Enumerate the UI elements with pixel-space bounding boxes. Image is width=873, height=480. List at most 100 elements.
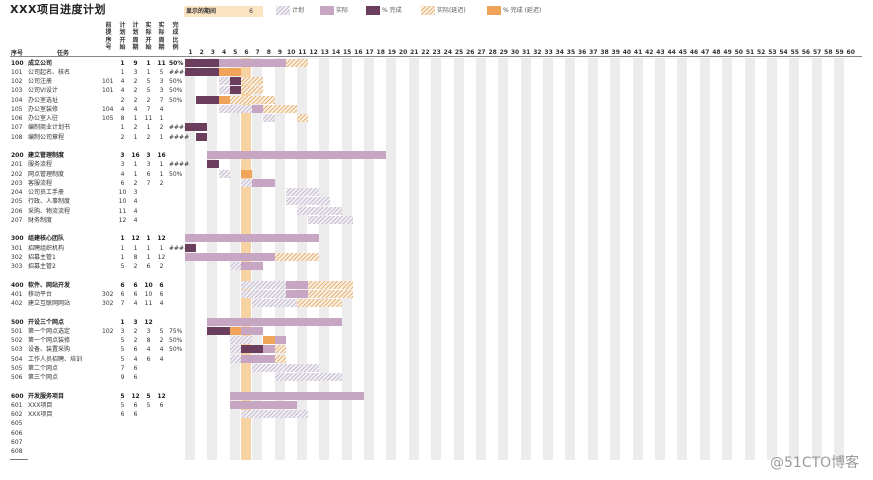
task-id: 107 [11,124,23,132]
task-row[interactable]: 401 移动平台 302 6 6 10 6 [0,290,873,299]
task-row[interactable]: 205 行政、人事制度 10 4 [0,197,873,206]
section-row[interactable]: 400 软件、网站开发 6 6 10 6 [0,281,873,290]
task-pd: 2 [133,87,138,95]
task-row[interactable] [0,225,873,234]
task-row[interactable]: 107 编制商业计划书 1 2 1 2 #### [0,123,873,132]
task-row[interactable]: 302 招募主管1 1 8 1 12 [0,253,873,262]
task-ad: 4 [159,346,164,354]
task-name: 软件、网站开发 [28,281,71,289]
task-row[interactable]: 501 第一个网点选定 102 3 2 3 5 75% [0,327,873,336]
day-column [386,58,397,460]
gantt-bar-actual [229,400,297,409]
section-row[interactable]: 200 建立管理制度 3 16 3 16 [0,151,873,160]
day-column [531,58,542,460]
task-row[interactable]: 602 XXX项目 6 6 [0,410,873,419]
task-row[interactable]: 605 [0,419,873,428]
day-column [431,58,442,460]
task-ps: 6 [120,411,125,418]
col-header-actual-duration: 实际周期 [158,22,165,52]
task-row[interactable]: 502 第一个网点装修 5 2 8 2 50% [0,336,873,345]
task-row[interactable]: 504 工作人员招聘、培训 5 4 6 4 [0,355,873,364]
task-pd: 6 [133,290,138,298]
task-row[interactable]: 206 采购、物流流程 11 4 [0,207,873,216]
task-row[interactable]: 607 [0,438,873,447]
task-row[interactable]: 601 XXX项目 5 6 5 6 [0,401,873,410]
gantt-bar-actual [185,234,320,243]
task-row[interactable]: 201 服务流程 3 1 3 1 #### [0,160,873,169]
task-prerequisite: 302 [102,290,114,298]
task-row[interactable]: 202 网点管理制度 4 1 6 1 50% [0,170,873,179]
legend-plan-label: 计划 [292,7,305,14]
task-id: 101 [11,68,23,76]
day-number: 16 [354,49,363,56]
gantt-bar-plan [229,354,241,363]
task-row[interactable]: 102 公司注册 101 4 2 5 3 50% [0,77,873,86]
gantt-bar-overdue [274,252,320,261]
task-pd: 1 [133,244,138,252]
task-pd: 1 [133,161,138,169]
task-as: 3 [146,152,151,159]
task-row[interactable]: 104 办公室选址 2 2 2 7 50% [0,96,873,105]
task-pd: 6 [133,411,138,418]
task-row[interactable]: 204 公司员工手册 10 3 [0,188,873,197]
day-number: 57 [812,49,822,56]
task-row[interactable]: 606 [0,429,873,438]
day-number: 13 [320,49,329,56]
task-id: 608 [11,448,23,455]
task-row[interactable] [0,271,873,280]
gantt-bar-overdue [263,104,297,113]
day-number: 35 [566,49,576,56]
task-ps: 5 [120,392,125,400]
task-row[interactable]: 506 第三个网点 9 6 [0,373,873,382]
task-row[interactable]: 105 办公室装修 104 4 4 7 4 [0,105,873,114]
day-column [733,58,744,460]
task-name: 公司起名、核名 [28,68,71,76]
day-column [364,58,375,460]
day-column [330,58,341,460]
day-column [487,58,498,460]
gantt-bar-doneover [218,67,241,76]
gantt-bar-overdue [274,354,286,363]
task-id: 202 [11,170,23,178]
task-row[interactable]: 303 招募主管2 5 2 6 2 [0,262,873,271]
task-row[interactable]: 402 建立互联网网站 302 7 4 11 4 [0,299,873,308]
task-id: 506 [11,374,23,381]
task-as: 4 [146,346,151,354]
task-as: 10 [144,281,153,289]
task-row[interactable]: 505 第二个网点 7 6 [0,364,873,373]
day-column [576,58,587,460]
day-number: 55 [790,49,799,56]
section-row[interactable]: 500 开设三个网点 1 3 12 [0,318,873,327]
task-row[interactable] [0,142,873,151]
section-row[interactable]: 600 开发服务项目 5 12 5 12 [0,392,873,401]
task-row[interactable]: 608 [0,447,873,456]
task-ad: 11 [157,59,166,67]
task-row[interactable]: 503 设备、装置采购 5 6 4 4 50% [0,345,873,354]
task-row[interactable] [0,382,873,391]
day-number: 60 [846,49,855,56]
task-row[interactable]: 108 编制公司章程 2 1 2 1 #### [0,133,873,142]
day-column [811,58,822,460]
day-number: 25 [454,49,464,56]
section-row[interactable]: 100 成立公司 1 9 1 11 50% [0,59,873,68]
task-row[interactable]: 207 财务制度 12 4 [0,216,873,225]
task-row[interactable]: 203 客服流程 6 2 7 2 [0,179,873,188]
task-row[interactable]: 101 公司起名、核名 1 3 1 5 #### [0,68,873,77]
task-ps: 4 [120,87,125,95]
task-row[interactable]: 106 办公室入驻 105 8 1 11 1 [0,114,873,123]
day-number: 17 [365,49,374,56]
section-row[interactable]: 300 组建核心团队 1 12 1 12 [0,234,873,243]
task-row[interactable]: 103 公司VI设计 101 4 2 5 3 50% [0,86,873,95]
task-ad: 6 [159,281,164,289]
task-id: 300 [11,235,24,243]
gantt-bar-plan [263,114,275,122]
task-as: 5 [146,87,151,95]
highlight-period-input[interactable]: 6 [239,6,263,17]
day-column [666,58,677,460]
task-pd: 6 [133,346,138,354]
legend-overdue-label: 实际(延迟) [437,7,466,14]
task-row[interactable] [0,308,873,317]
task-row[interactable]: 301 招聘组织机构 1 1 1 1 #### [0,244,873,253]
task-ad: 4 [159,355,164,363]
